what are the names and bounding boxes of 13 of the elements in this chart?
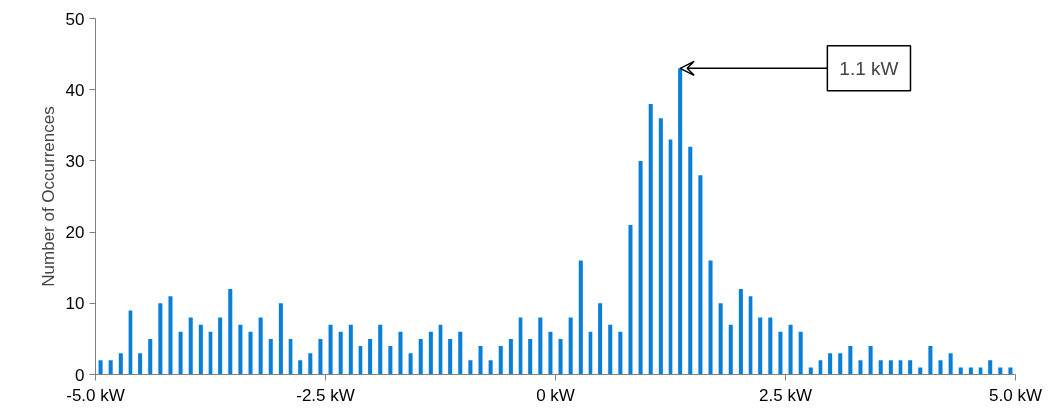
y-tick-label: 50 [65, 9, 85, 29]
y-axis-title: Number of Occurrences [38, 106, 58, 287]
y-tick-label: 40 [65, 80, 85, 100]
y-tick-label: 0 [75, 365, 85, 385]
x-tick-label: 0 kW [536, 385, 575, 405]
x-tick-label: 5.0 kW [989, 385, 1042, 405]
x-tick-label: -5.0 kW [66, 385, 125, 405]
y-tick-label: 30 [65, 151, 85, 171]
x-tick-label: -2.5 kW [296, 385, 355, 405]
y-tick-label: 20 [65, 223, 85, 243]
y-tick-label: 10 [65, 294, 85, 314]
x-tick-label: 2.5 kW [759, 385, 812, 405]
annotation: 1.1 kW [839, 57, 899, 79]
